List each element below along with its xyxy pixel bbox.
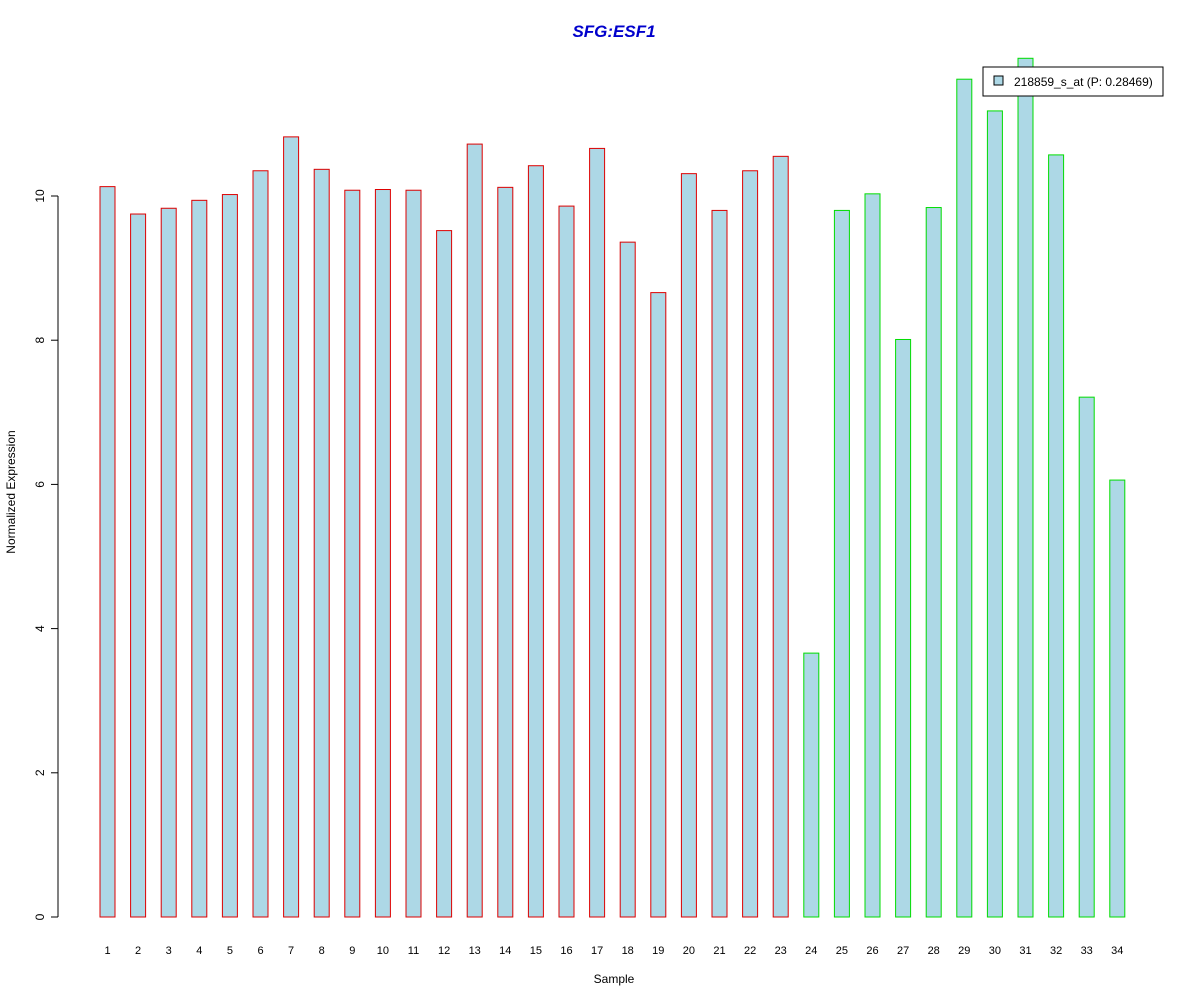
bar-sample-1 [99,186,116,918]
x-tick-label: 26 [866,945,878,957]
x-tick-label: 31 [1019,945,1031,957]
x-tick-label: 15 [530,945,542,957]
x-tick-label: 1 [104,945,110,957]
bar-sample-21 [711,209,728,918]
y-tick-label: 4 [33,625,47,632]
y-tick-label: 6 [33,481,47,488]
x-tick-label: 24 [805,945,817,957]
x-tick-label: 18 [622,945,634,957]
bar-sample-9 [344,189,361,918]
bar-sample-4 [191,199,208,918]
x-tick-label: 4 [196,945,202,957]
y-tick-label: 2 [33,769,47,776]
bar-sample-30 [986,110,1003,918]
bar-sample-12 [436,230,453,918]
x-tick-label: 27 [897,945,909,957]
x-tick-label: 29 [958,945,970,957]
x-tick-label: 7 [288,945,294,957]
y-tick-label: 0 [33,913,47,920]
legend-box [982,66,1164,97]
bar-sample-34 [1109,479,1126,918]
bar-sample-14 [497,186,514,918]
bar-sample-28 [925,207,942,918]
bar-sample-10 [374,189,391,918]
x-tick-label: 12 [438,945,450,957]
x-tick-label: 32 [1050,945,1062,957]
legend-swatch [993,75,1004,86]
bar-sample-25 [833,209,850,918]
y-tick-label: 10 [33,189,47,203]
bar-sample-27 [895,338,912,918]
x-tick-label: 16 [560,945,572,957]
bar-sample-31 [1017,57,1034,918]
x-tick-label: 6 [257,945,263,957]
x-tick-label: 13 [469,945,481,957]
bar-sample-16 [558,205,575,918]
x-tick-label: 8 [319,945,325,957]
x-tick-label: 19 [652,945,664,957]
x-tick-labels: 1 2 3 4 5 6 7 8 9 10 11 12 13 14 15 16 17 18 19 20 21 22 23 24 2… [104,945,1123,957]
bar-sample-18 [619,241,636,918]
bar-sample-2 [130,213,147,918]
x-tick-label: 17 [591,945,603,957]
x-tick-label: 23 [775,945,787,957]
bar-sample-19 [650,292,667,918]
x-tick-label: 2 [135,945,141,957]
bar-sample-11 [405,189,422,918]
y-axis: 0 2 4 6 8 10 [33,189,59,920]
bar-sample-5 [221,194,238,918]
bar-sample-15 [527,165,544,918]
x-tick-label: 34 [1111,945,1123,957]
bar-sample-17 [589,147,606,918]
x-tick-label: 33 [1081,945,1093,957]
bar-sample-8 [313,168,330,918]
bar-sample-20 [680,173,697,918]
bar-sample-3 [160,207,177,918]
legend: 218859_s_at (P: 0.28469) [982,66,1164,97]
x-tick-label: 5 [227,945,233,957]
x-tick-label: 3 [166,945,172,957]
bar-sample-32 [1048,154,1065,918]
x-tick-label: 25 [836,945,848,957]
bar-sample-23 [772,155,789,918]
legend-label: 218859_s_at (P: 0.28469) [1014,75,1153,89]
chart-title: SFG:ESF1 [572,22,655,41]
x-tick-label: 22 [744,945,756,957]
bar-sample-6 [252,170,269,918]
x-tick-label: 14 [499,945,511,957]
x-tick-label: 10 [377,945,389,957]
x-tick-label: 28 [928,945,940,957]
x-axis-label: Sample [594,972,635,986]
bar-sample-33 [1078,396,1095,918]
x-tick-label: 11 [408,945,419,957]
bar-sample-7 [283,136,300,918]
x-tick-label: 20 [683,945,695,957]
bars-group [99,57,1126,918]
bar-sample-29 [956,78,973,918]
x-tick-label: 21 [713,945,725,957]
bar-sample-22 [742,170,759,918]
bar-sample-24 [803,652,820,918]
bar-sample-13 [466,143,483,918]
y-tick-label: 8 [33,337,47,344]
x-tick-label: 9 [349,945,355,957]
x-tick-label: 30 [989,945,1001,957]
y-axis-label: Normalized Expression [4,430,18,553]
bar-sample-26 [864,193,881,918]
